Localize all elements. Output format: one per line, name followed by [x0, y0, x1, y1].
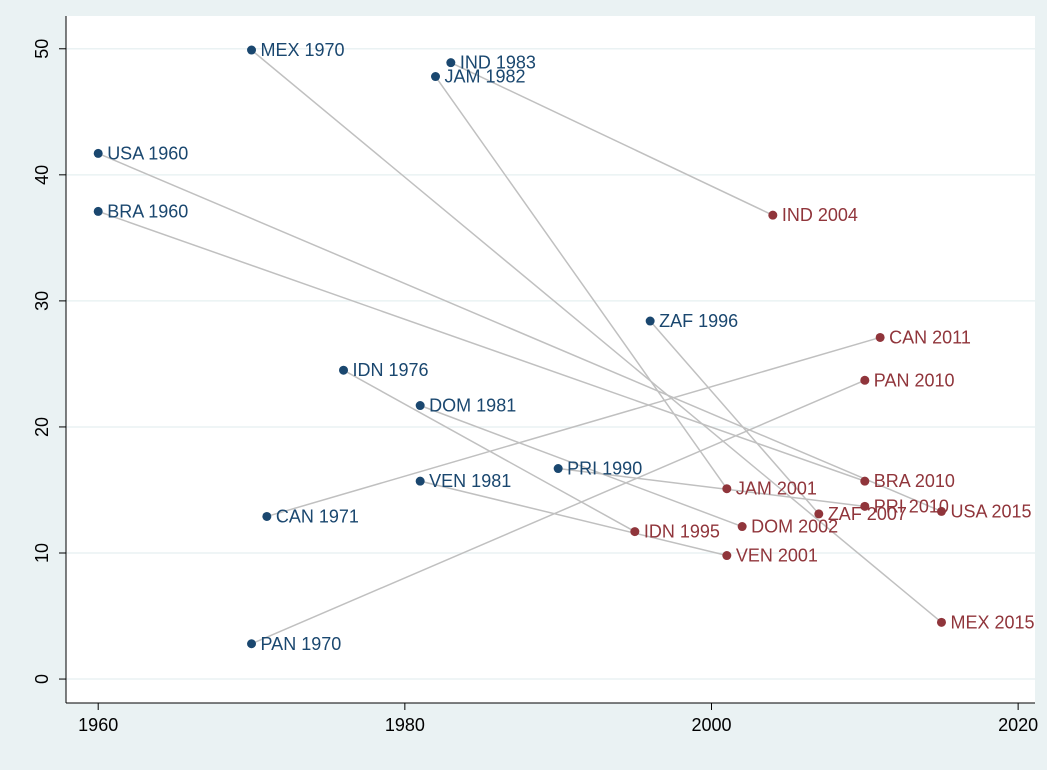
- point: [247, 639, 257, 649]
- point: [814, 509, 824, 519]
- point-label: IDN 1976: [353, 360, 429, 380]
- point: [722, 484, 732, 494]
- connector: [419, 404, 743, 528]
- point-label: BRA 2010: [874, 471, 955, 491]
- connector: [251, 379, 866, 645]
- point: [262, 511, 272, 521]
- y-tick-label: 0: [32, 674, 52, 684]
- point-label: BRA 1960: [107, 201, 188, 221]
- connector: [97, 210, 866, 482]
- x-tick-label: 2020: [998, 715, 1038, 735]
- point-label: USA 2015: [950, 501, 1031, 521]
- x-tick-label: 1980: [385, 715, 425, 735]
- point: [768, 210, 778, 220]
- point: [860, 476, 870, 486]
- connector: [97, 152, 942, 513]
- point: [431, 72, 441, 82]
- point-label: VEN 2001: [736, 546, 818, 566]
- point-label: CAN 1971: [276, 506, 359, 526]
- y-tick-label: 10: [32, 543, 52, 563]
- point: [936, 506, 946, 516]
- point-label: ZAF 2007: [828, 504, 907, 524]
- point: [645, 316, 655, 326]
- point-label: VEN 1981: [429, 471, 511, 491]
- point: [860, 501, 870, 511]
- point: [93, 206, 103, 216]
- point-label: CAN 2011: [889, 327, 971, 347]
- point-label: DOM 2002: [751, 517, 838, 537]
- point: [415, 476, 425, 486]
- point-label: IDN 1995: [644, 522, 720, 542]
- connector: [434, 76, 728, 490]
- point-label: IND 1983: [460, 53, 536, 73]
- point: [247, 45, 257, 55]
- point-label: PAN 1970: [261, 634, 342, 654]
- y-tick-label: 20: [32, 417, 52, 437]
- point-label: JAM 2001: [736, 479, 817, 499]
- point: [737, 522, 747, 532]
- point-label: PRI 1990: [567, 459, 642, 479]
- point: [93, 148, 103, 158]
- point-label: ZAF 1996: [659, 311, 738, 331]
- connector: [419, 480, 727, 557]
- y-tick-label: 30: [32, 291, 52, 311]
- point-label: MEX 2015: [950, 612, 1034, 632]
- point-label: PRI 2010: [874, 496, 949, 516]
- point: [415, 401, 425, 411]
- point: [446, 58, 456, 68]
- connector: [266, 336, 881, 518]
- point: [722, 551, 732, 561]
- point-label: JAM 1982: [445, 67, 526, 87]
- connector: [649, 320, 820, 515]
- point: [936, 617, 946, 627]
- point-label: USA 1960: [107, 143, 188, 163]
- point: [339, 365, 349, 375]
- point-label: DOM 1981: [429, 396, 516, 416]
- connector: [251, 49, 942, 623]
- x-tick-label: 2000: [691, 715, 731, 735]
- point: [875, 332, 885, 342]
- connector: [558, 467, 865, 508]
- point-label: IND 2004: [782, 205, 858, 225]
- connector: [450, 61, 774, 216]
- plot-area: [66, 16, 1035, 703]
- point: [630, 527, 640, 537]
- point-label: PAN 2010: [874, 370, 955, 390]
- y-tick-label: 50: [32, 39, 52, 59]
- y-tick-label: 40: [32, 165, 52, 185]
- point: [860, 375, 870, 385]
- point: [553, 464, 563, 474]
- x-tick-label: 1960: [78, 715, 118, 735]
- point-label: MEX 1970: [261, 40, 345, 60]
